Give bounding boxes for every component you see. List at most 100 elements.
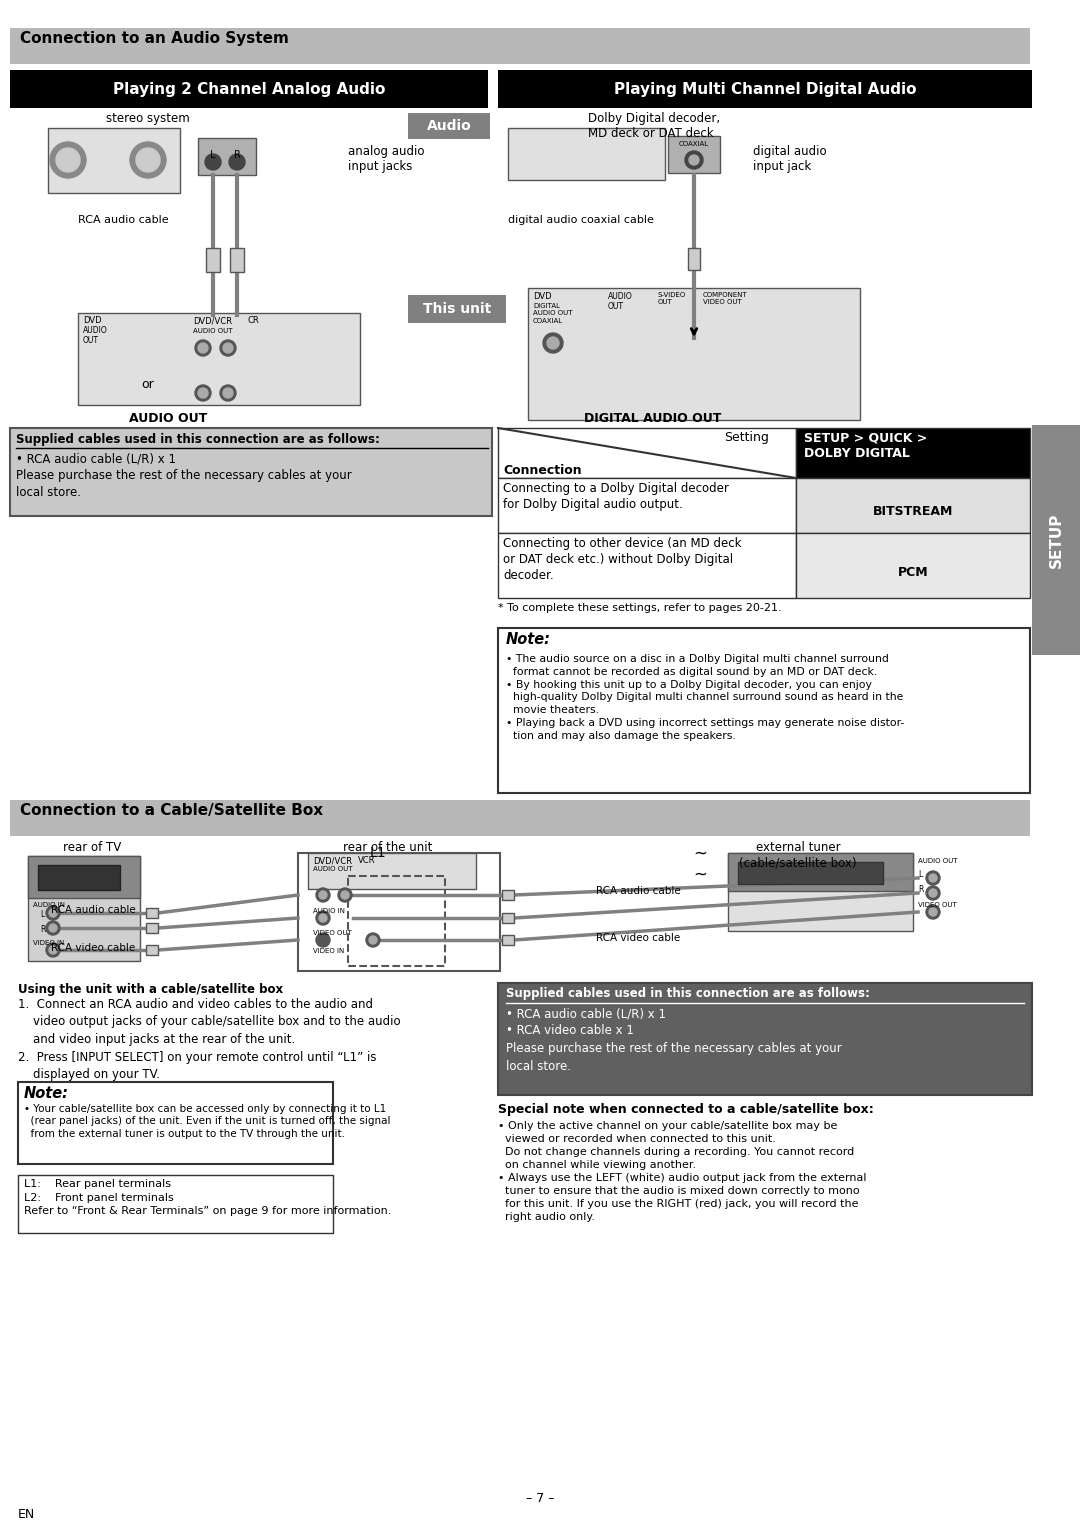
Bar xyxy=(728,853,913,891)
Text: external tuner
(cable/satellite box): external tuner (cable/satellite box) xyxy=(739,841,856,868)
Text: DVD: DVD xyxy=(534,291,552,301)
Text: • Your cable/satellite box can be accessed only by connecting it to L1
  (rear p: • Your cable/satellite box can be access… xyxy=(24,1103,391,1138)
Circle shape xyxy=(49,946,57,954)
Text: PCM: PCM xyxy=(897,566,929,578)
Bar xyxy=(38,865,120,890)
Bar xyxy=(198,137,256,175)
Text: RCA audio cable: RCA audio cable xyxy=(51,905,135,916)
Circle shape xyxy=(46,906,60,920)
Text: ~
~: ~ ~ xyxy=(693,845,707,884)
Circle shape xyxy=(929,890,937,897)
Bar xyxy=(502,890,514,900)
Text: Supplied cables used in this connection are as follows:: Supplied cables used in this connection … xyxy=(16,433,380,446)
Circle shape xyxy=(46,922,60,935)
Text: L: L xyxy=(918,870,922,879)
Circle shape xyxy=(685,151,703,169)
Text: Using the unit with a cable/satellite box: Using the unit with a cable/satellite bo… xyxy=(18,983,283,996)
Text: VCR: VCR xyxy=(357,856,376,865)
Text: • RCA audio cable (L/R) x 1
• RCA video cable x 1
Please purchase the rest of th: • RCA audio cable (L/R) x 1 • RCA video … xyxy=(507,1007,841,1073)
Bar xyxy=(796,533,1030,598)
Bar xyxy=(28,856,140,961)
Bar xyxy=(408,113,490,139)
Circle shape xyxy=(56,148,80,172)
Text: • RCA audio cable (L/R) x 1
Please purchase the rest of the necessary cables at : • RCA audio cable (L/R) x 1 Please purch… xyxy=(16,452,352,499)
Text: Connecting to a Dolby Digital decoder
for Dolby Digital audio output.: Connecting to a Dolby Digital decoder fo… xyxy=(503,482,729,511)
Circle shape xyxy=(341,891,349,899)
Circle shape xyxy=(198,343,208,353)
Text: COAXIAL: COAXIAL xyxy=(534,317,563,324)
Text: L1:    Rear panel terminals
L2:    Front panel terminals
Refer to “Front & Rear : L1: Rear panel terminals L2: Front panel… xyxy=(24,1180,391,1216)
Bar xyxy=(10,27,1030,64)
Text: This unit: This unit xyxy=(423,302,491,316)
Text: COAXIAL: COAXIAL xyxy=(679,140,710,146)
Text: • The audio source on a disc in a Dolby Digital multi channel surround
  format : • The audio source on a disc in a Dolby … xyxy=(507,655,904,740)
Text: L: L xyxy=(40,909,44,919)
Circle shape xyxy=(136,148,160,172)
Text: R: R xyxy=(40,925,45,934)
Bar xyxy=(10,427,492,516)
Bar xyxy=(498,427,796,478)
Text: AUDIO
OUT: AUDIO OUT xyxy=(608,291,633,311)
Circle shape xyxy=(195,340,211,356)
Text: Dolby Digital decoder,
MD deck or DAT deck: Dolby Digital decoder, MD deck or DAT de… xyxy=(588,111,720,140)
Bar xyxy=(528,288,860,420)
Circle shape xyxy=(369,935,377,945)
Text: Special note when connected to a cable/satellite box:: Special note when connected to a cable/s… xyxy=(498,1103,874,1116)
Circle shape xyxy=(319,891,327,899)
Text: DVD: DVD xyxy=(83,316,102,325)
Circle shape xyxy=(222,388,233,398)
Bar xyxy=(206,249,220,272)
Circle shape xyxy=(49,909,57,917)
Text: rear of TV: rear of TV xyxy=(63,841,121,855)
Bar xyxy=(498,533,796,598)
Circle shape xyxy=(689,156,699,165)
Bar xyxy=(146,945,158,955)
Bar xyxy=(48,128,180,192)
Text: DVD/VCR: DVD/VCR xyxy=(313,856,352,865)
Text: digital audio coaxial cable: digital audio coaxial cable xyxy=(508,215,653,224)
Bar xyxy=(796,478,1030,533)
Circle shape xyxy=(46,943,60,957)
Bar xyxy=(508,128,665,180)
Text: * To complete these settings, refer to pages 20-21.: * To complete these settings, refer to p… xyxy=(498,603,782,613)
Text: EN: EN xyxy=(18,1508,36,1521)
Bar xyxy=(728,853,913,931)
Text: AUDIO OUT: AUDIO OUT xyxy=(313,865,352,871)
Circle shape xyxy=(205,154,221,169)
Text: SETUP > QUICK >
DOLBY DIGITAL: SETUP > QUICK > DOLBY DIGITAL xyxy=(804,430,927,459)
Bar xyxy=(78,313,360,404)
Bar xyxy=(146,923,158,932)
Text: Connection: Connection xyxy=(503,464,582,478)
Text: AUDIO
OUT: AUDIO OUT xyxy=(83,327,108,345)
Text: RCA audio cable: RCA audio cable xyxy=(78,215,168,224)
Text: 1.  Connect an RCA audio and video cables to the audio and
    video output jack: 1. Connect an RCA audio and video cables… xyxy=(18,998,401,1080)
Text: Playing 2 Channel Analog Audio: Playing 2 Channel Analog Audio xyxy=(112,81,386,96)
Text: RCA audio cable: RCA audio cable xyxy=(596,887,680,896)
Bar xyxy=(502,935,514,945)
Text: AUDIO OUT: AUDIO OUT xyxy=(193,328,232,334)
Text: RCA video cable: RCA video cable xyxy=(51,943,135,954)
Circle shape xyxy=(926,887,940,900)
Bar xyxy=(348,876,445,966)
Text: rear of the unit: rear of the unit xyxy=(343,841,433,855)
Text: VIDEO IN: VIDEO IN xyxy=(313,948,345,954)
Circle shape xyxy=(543,333,563,353)
Text: – 7 –: – 7 – xyxy=(526,1492,554,1505)
Circle shape xyxy=(316,911,330,925)
Text: • Only the active channel on your cable/satellite box may be
  viewed or recorde: • Only the active channel on your cable/… xyxy=(498,1122,866,1222)
Circle shape xyxy=(316,932,330,948)
Bar xyxy=(688,249,700,270)
Circle shape xyxy=(926,871,940,885)
Circle shape xyxy=(198,388,208,398)
Circle shape xyxy=(316,888,330,902)
Text: Playing Multi Channel Digital Audio: Playing Multi Channel Digital Audio xyxy=(613,81,916,96)
Bar xyxy=(18,1175,333,1233)
Text: L: L xyxy=(211,150,216,160)
Bar xyxy=(498,629,1030,794)
Text: Setting: Setting xyxy=(724,430,769,444)
Text: AUDIO IN: AUDIO IN xyxy=(313,908,345,914)
Text: digital audio
input jack: digital audio input jack xyxy=(753,145,826,172)
Circle shape xyxy=(338,888,352,902)
Bar xyxy=(498,70,1032,108)
Text: L1: L1 xyxy=(369,845,387,861)
